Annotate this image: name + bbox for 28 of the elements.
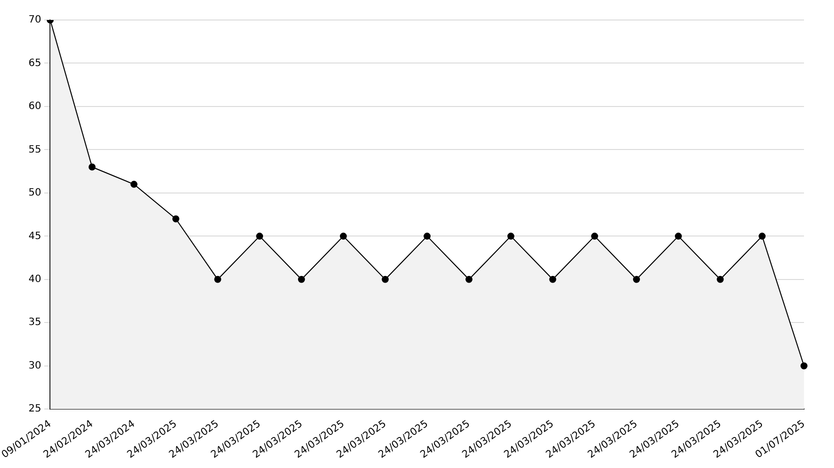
y-tick-label: 35 [28,317,42,328]
y-tick-label: 50 [28,188,42,199]
point [507,232,514,240]
point [674,232,682,240]
y-tick-label: 45 [28,230,42,242]
y-tick-label: 65 [28,58,42,69]
point [632,276,640,283]
point [800,362,808,370]
y-tick-label: 30 [28,360,42,372]
point [88,164,96,170]
y-tick-label: 55 [28,144,42,156]
point [214,276,222,283]
point [382,276,389,283]
y-tick-label: 70 [28,14,42,26]
point [298,276,305,283]
y-tick-label: 25 [28,404,42,415]
point [465,276,472,283]
point [424,232,431,240]
point [549,276,556,283]
point [758,232,766,240]
point [340,232,347,240]
point [130,180,138,188]
point [716,276,724,283]
y-tick-label: 60 [28,101,42,112]
point [591,232,598,240]
y-tick-label: 40 [28,274,42,285]
point [256,232,264,240]
point [172,215,180,222]
